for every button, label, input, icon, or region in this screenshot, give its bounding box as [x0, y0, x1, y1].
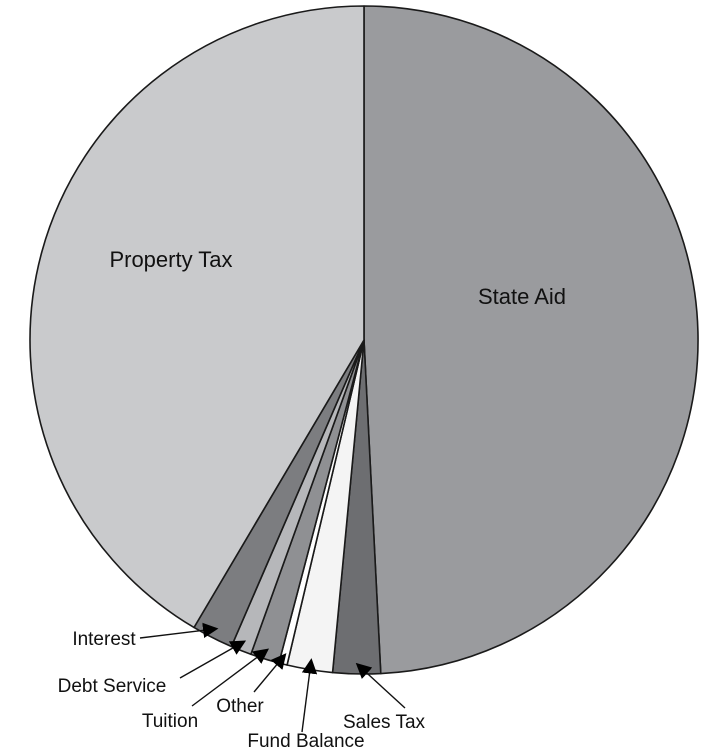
leader-arrow-other: [253, 653, 287, 693]
slice-label-debt-service: Debt Service: [58, 676, 167, 697]
slice-label-sales-tax: Sales Tax: [343, 712, 426, 733]
slice-label-other: Other: [216, 696, 264, 717]
pie-slice-state-aid: [363, 5, 699, 675]
slice-label-state-aid: State Aid: [478, 284, 566, 309]
slice-label-property-tax: Property Tax: [109, 247, 232, 272]
slice-label-fund-balance: Fund Balance: [247, 731, 364, 752]
leader-arrow-fund-balance: [301, 658, 318, 733]
leader-arrow-sales-tax: [355, 662, 406, 709]
pie-slices: [29, 5, 699, 675]
leader-arrow-debt-service: [179, 640, 247, 679]
leader-arrow-tuition: [191, 648, 269, 707]
leader-arrow-interest: [139, 622, 219, 639]
slice-label-tuition: Tuition: [142, 711, 198, 732]
pie-slice-property-tax: [29, 5, 365, 629]
slice-label-interest: Interest: [72, 629, 136, 650]
